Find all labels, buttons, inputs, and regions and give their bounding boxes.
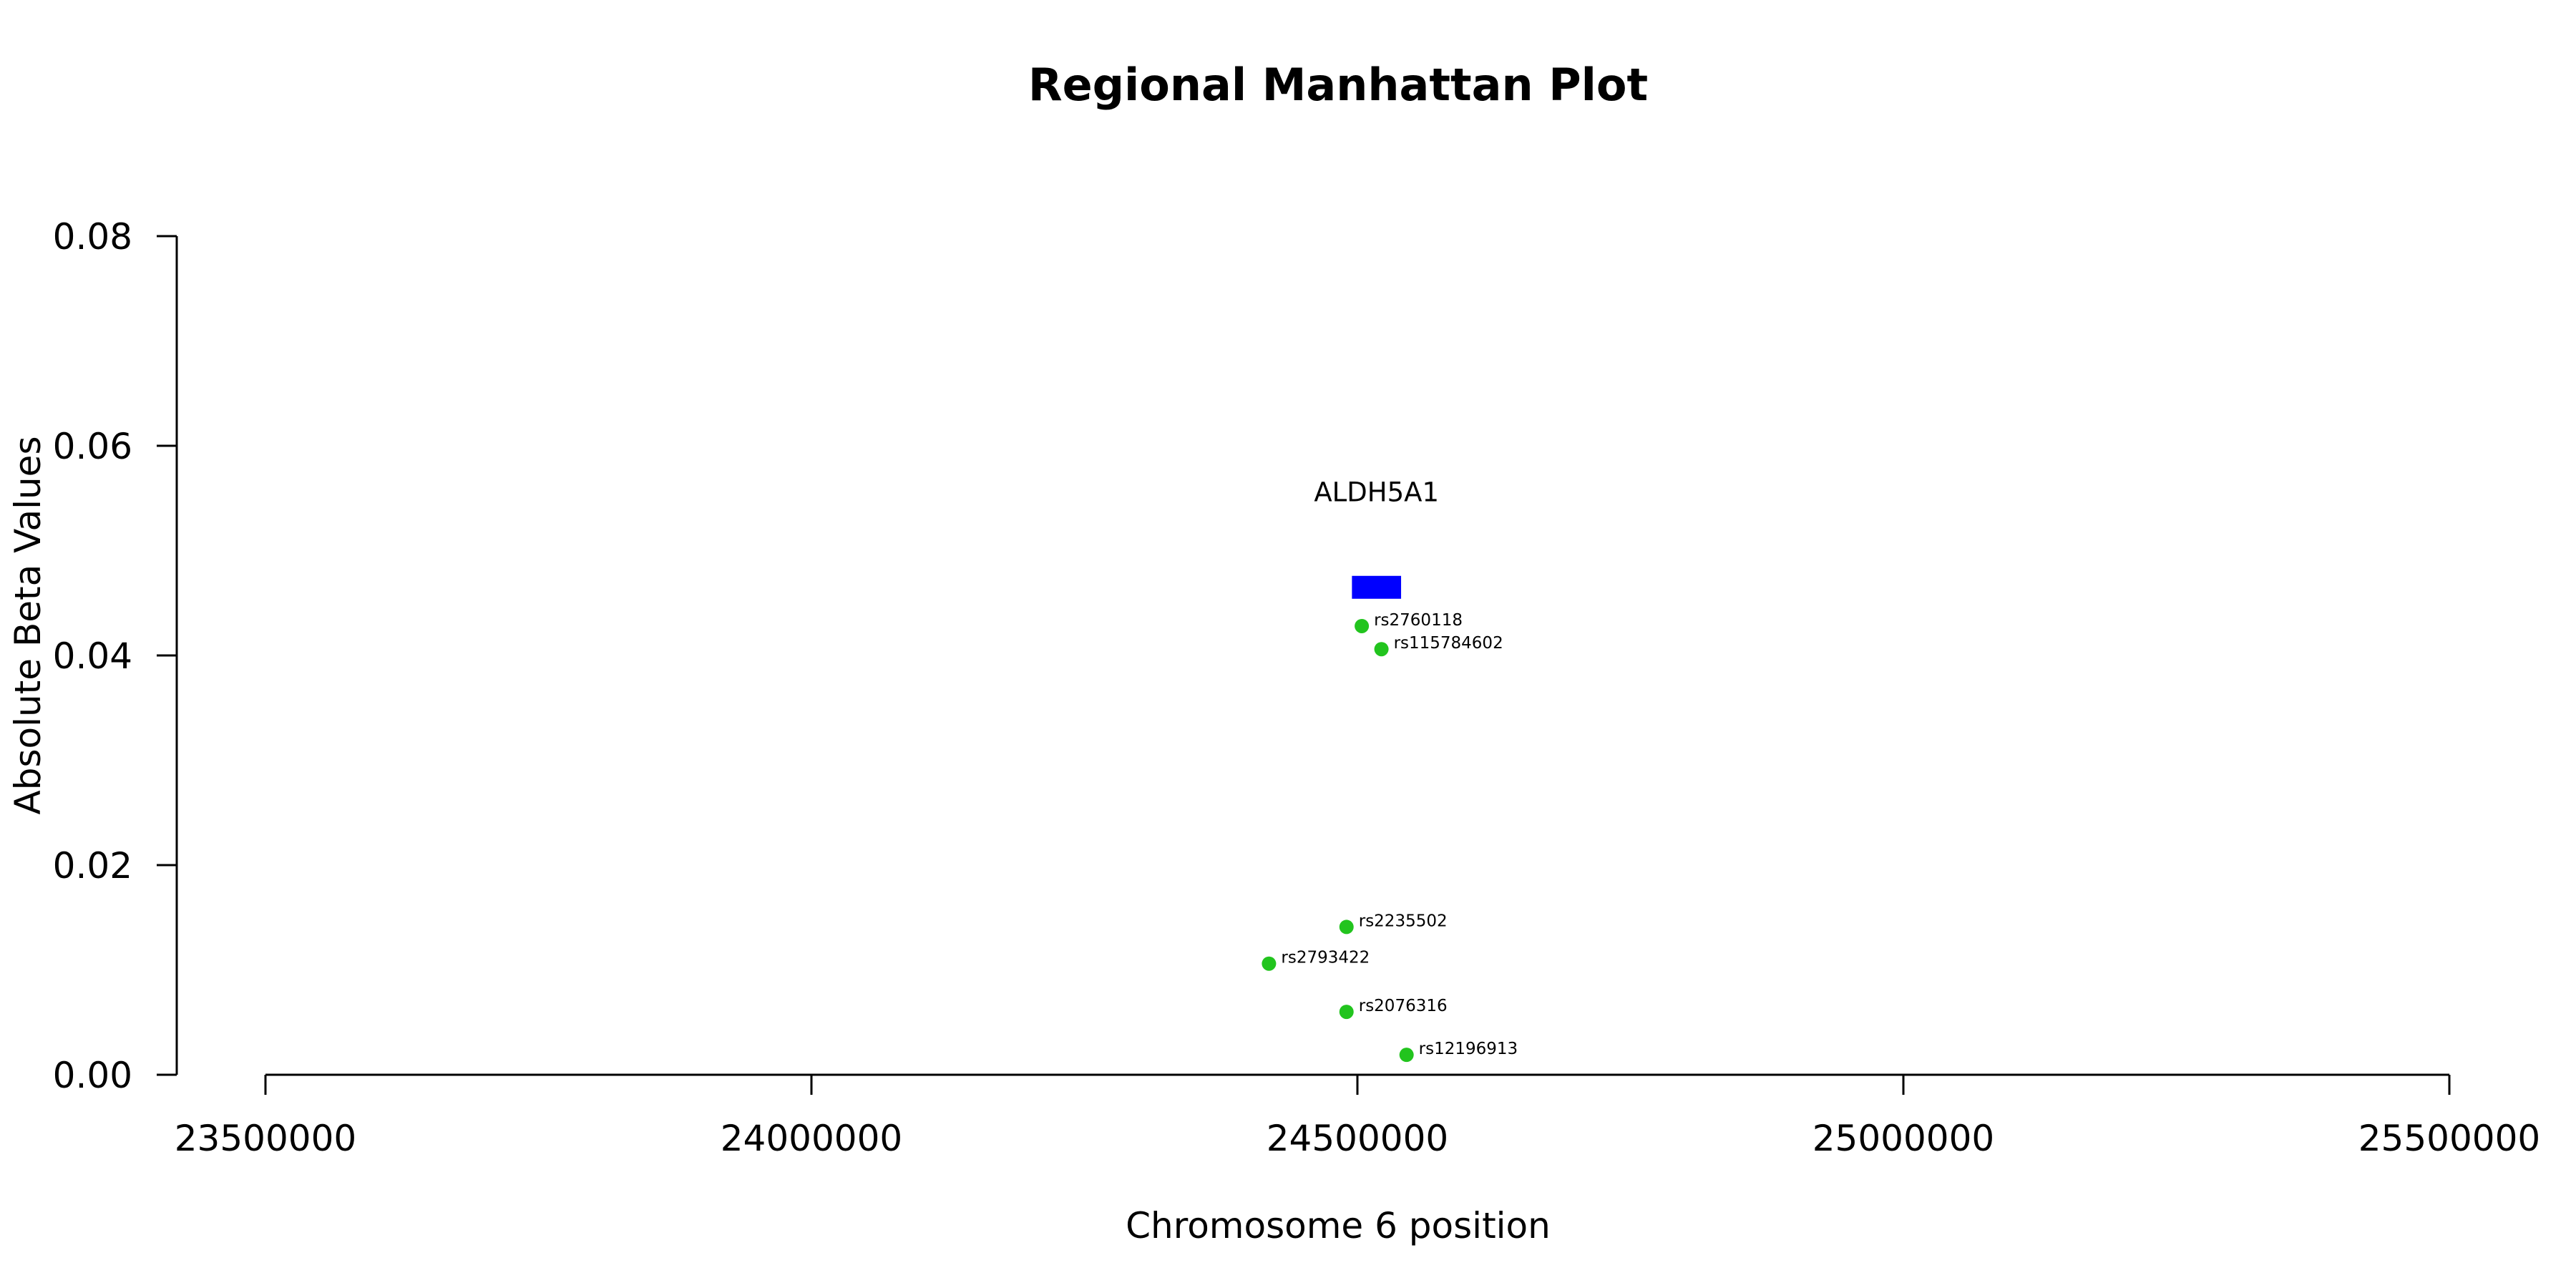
y-tick-label: 0.08 (53, 216, 132, 258)
snp-label: rs2076316 (1359, 997, 1448, 1015)
snp-points: rs2760118 rs115784602 rs2235502 rs2793422 rs… (1262, 611, 1518, 1063)
snp-point (1355, 618, 1370, 633)
x-axis-label: Chromosome 6 position (1126, 1205, 1551, 1246)
snp-point (1262, 956, 1277, 971)
gene-label: ALDH5A1 (1314, 477, 1439, 508)
gene-bar (1352, 575, 1402, 599)
y-tick-label: 0.00 (53, 1055, 132, 1096)
y-tick-label: 0.02 (53, 845, 132, 887)
snp-point (1399, 1048, 1414, 1063)
y-tick-label: 0.06 (53, 426, 132, 467)
snp-label: rs2793422 (1281, 949, 1370, 967)
x-tick-label: 24000000 (721, 1118, 903, 1159)
snp-label: rs115784602 (1394, 634, 1503, 653)
x-tick-label: 24500000 (1267, 1118, 1449, 1159)
y-axis-label: Absolute Beta Values (7, 436, 49, 815)
snp-label: rs12196913 (1419, 1040, 1518, 1058)
x-tick-label: 25500000 (2358, 1118, 2541, 1159)
gene-track: ALDH5A1 (1314, 477, 1439, 599)
y-tick-label: 0.04 (53, 635, 132, 677)
snp-point (1339, 919, 1354, 935)
snp-label: rs2235502 (1359, 912, 1448, 930)
snp-point (1339, 1005, 1354, 1020)
axes: 23500000 24000000 24500000 25000000 25500000… (53, 216, 2541, 1159)
chart-title: Regional Manhattan Plot (1028, 59, 1648, 111)
x-tick-label: 25000000 (1813, 1118, 1995, 1159)
snp-point (1374, 642, 1389, 657)
x-tick-label: 23500000 (175, 1118, 357, 1159)
snp-label: rs2760118 (1374, 611, 1463, 630)
